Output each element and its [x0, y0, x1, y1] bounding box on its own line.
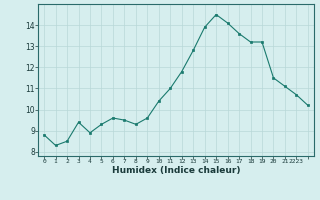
- X-axis label: Humidex (Indice chaleur): Humidex (Indice chaleur): [112, 166, 240, 175]
